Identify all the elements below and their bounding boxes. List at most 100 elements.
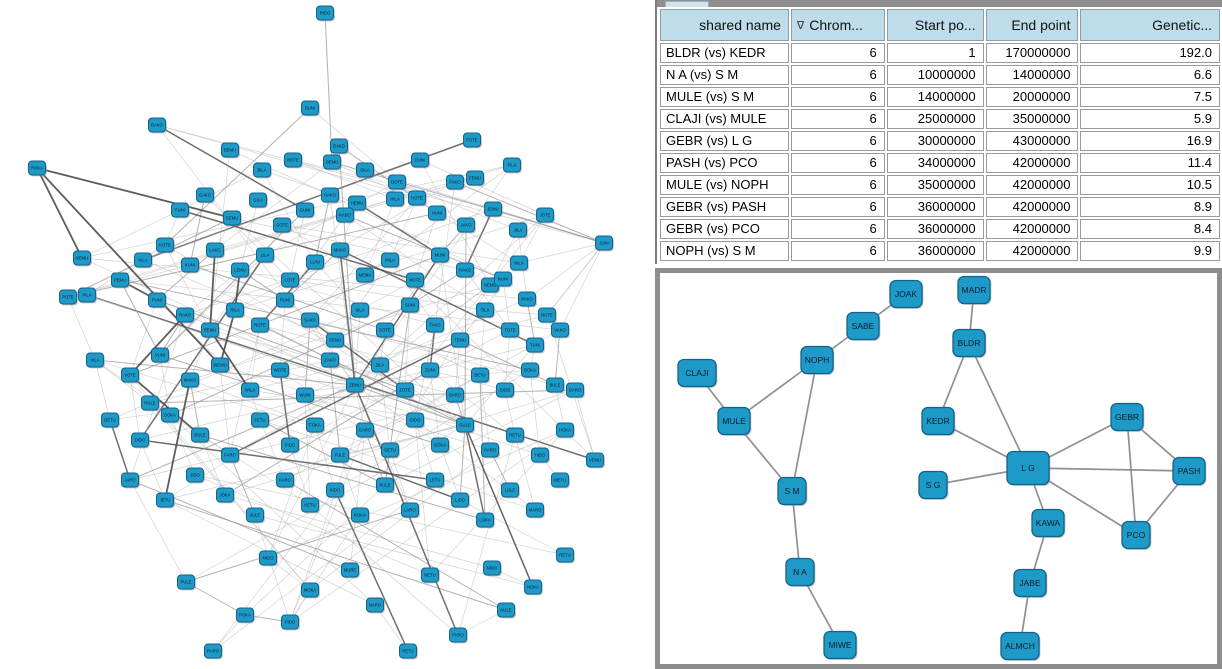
network-node[interactable]: POTE (59, 289, 78, 306)
node-body[interactable] (336, 207, 354, 223)
node-body[interactable] (509, 222, 527, 238)
node-body[interactable] (463, 132, 481, 148)
network-node[interactable]: FEMU (466, 170, 485, 187)
subnetwork-canvas[interactable]: JOAK MADR SABE BLDR NOPH CLAJI MULE KEDR GEBR L G… (660, 273, 1217, 664)
network-node[interactable]: MUNI (431, 247, 450, 264)
network-node[interactable]: KIDO (326, 482, 345, 499)
network-node[interactable]: KEDR (921, 406, 956, 436)
panel-tab-stub[interactable] (665, 1, 709, 7)
node-body[interactable] (1000, 631, 1040, 661)
network-node[interactable]: KULE (376, 477, 395, 494)
node-body[interactable] (531, 447, 549, 463)
node-body[interactable] (259, 550, 277, 566)
network-node[interactable]: GEBR (1110, 402, 1145, 432)
network-edge[interactable] (1027, 467, 1190, 472)
network-node[interactable]: RIDO (316, 5, 335, 22)
network-node[interactable]: GIDO (406, 412, 425, 429)
node-body[interactable] (181, 372, 199, 388)
node-body[interactable] (371, 357, 389, 373)
node-body[interactable] (381, 442, 399, 458)
node-body[interactable] (351, 302, 369, 318)
table-row[interactable]: GEBR (vs) L G 6 30000000 43000000 16.9 (660, 131, 1220, 151)
node-body[interactable] (186, 467, 204, 483)
node-body[interactable] (351, 507, 369, 523)
network-node[interactable]: BOTE (284, 152, 303, 169)
network-node[interactable]: ZOTE (396, 382, 415, 399)
network-node[interactable]: LETU (426, 472, 445, 489)
network-node[interactable]: PULE (177, 574, 196, 591)
node-body[interactable] (201, 322, 219, 338)
network-node[interactable]: ZEMU (346, 377, 365, 394)
network-node[interactable]: PILA (78, 287, 97, 304)
network-node[interactable]: GOKA (431, 437, 450, 454)
node-body[interactable] (356, 422, 374, 438)
node-body[interactable] (476, 302, 494, 318)
node-body[interactable] (918, 470, 948, 500)
node-body[interactable] (399, 643, 417, 659)
node-body[interactable] (431, 437, 449, 453)
network-node[interactable]: NOKA (524, 579, 543, 596)
node-body[interactable] (476, 512, 494, 528)
network-node[interactable]: ROTE (251, 317, 270, 334)
network-node[interactable]: JULE (246, 507, 265, 524)
node-body[interactable] (276, 472, 294, 488)
network-node[interactable]: LARO (401, 502, 420, 519)
main-network-panel[interactable]: BAKO BEMU BILA BOTE BUNI DAKO DEMU DILA DOTE DUNI… (0, 0, 652, 669)
node-body[interactable] (356, 267, 374, 283)
table-row[interactable]: MULE (vs) NOPH 6 35000000 42000000 10.5 (660, 175, 1220, 195)
node-body[interactable] (221, 142, 239, 158)
network-node[interactable]: SILA (351, 302, 370, 319)
table-row[interactable]: MULE (vs) S M 6 14000000 20000000 7.5 (660, 87, 1220, 107)
network-edge[interactable] (968, 342, 1029, 469)
node-body[interactable] (151, 347, 169, 363)
network-node[interactable]: TAKO (426, 317, 445, 334)
network-node[interactable]: MURE (341, 562, 360, 579)
network-node[interactable]: TEMU (451, 332, 470, 349)
network-node[interactable]: HARO (481, 442, 500, 459)
node-body[interactable] (341, 562, 359, 578)
network-node[interactable]: MOKA (301, 582, 320, 599)
node-body[interactable] (348, 195, 366, 211)
network-node[interactable]: PETU (399, 643, 418, 660)
node-body[interactable] (221, 447, 239, 463)
network-node[interactable]: DEMU (323, 154, 342, 171)
network-node[interactable]: HULE (141, 395, 160, 412)
table-row[interactable]: CLAJI (vs) MULE 6 25000000 35000000 5.9 (660, 109, 1220, 129)
network-node[interactable]: PAKO (518, 291, 537, 308)
node-body[interactable] (1172, 456, 1206, 486)
node-body[interactable] (156, 237, 174, 253)
node-body[interactable] (446, 387, 464, 403)
node-body[interactable] (1121, 520, 1151, 550)
network-node[interactable]: JUNI (595, 235, 614, 252)
network-node[interactable]: JARO (121, 472, 140, 489)
network-node[interactable]: RUNI (276, 292, 295, 309)
node-body[interactable] (176, 307, 194, 323)
node-body[interactable] (501, 322, 519, 338)
node-body[interactable] (546, 377, 564, 393)
network-node[interactable]: FILA (503, 157, 522, 174)
network-node[interactable]: PEMU (111, 272, 130, 289)
network-node[interactable]: NOPH (800, 345, 835, 375)
network-node[interactable]: GEMU (223, 210, 242, 227)
node-body[interactable] (211, 357, 229, 373)
node-body[interactable] (456, 417, 474, 433)
node-body[interactable] (431, 247, 449, 263)
node-body[interactable] (595, 235, 613, 251)
node-body[interactable] (249, 192, 267, 208)
network-node[interactable]: BILA (253, 162, 272, 179)
node-body[interactable] (451, 332, 469, 348)
node-body[interactable] (451, 492, 469, 508)
network-node[interactable]: JOAK (889, 279, 924, 309)
node-body[interactable] (28, 160, 46, 176)
node-body[interactable] (386, 191, 404, 207)
network-node[interactable]: KOKA (351, 507, 370, 524)
node-body[interactable] (161, 407, 179, 423)
node-body[interactable] (526, 337, 544, 353)
network-node[interactable]: MIWE (823, 630, 858, 660)
node-body[interactable] (1110, 402, 1144, 432)
network-node[interactable]: LIDO (451, 492, 470, 509)
node-body[interactable] (346, 377, 364, 393)
network-node[interactable]: TILA (476, 302, 495, 319)
node-body[interactable] (330, 138, 348, 154)
node-body[interactable] (101, 412, 119, 428)
